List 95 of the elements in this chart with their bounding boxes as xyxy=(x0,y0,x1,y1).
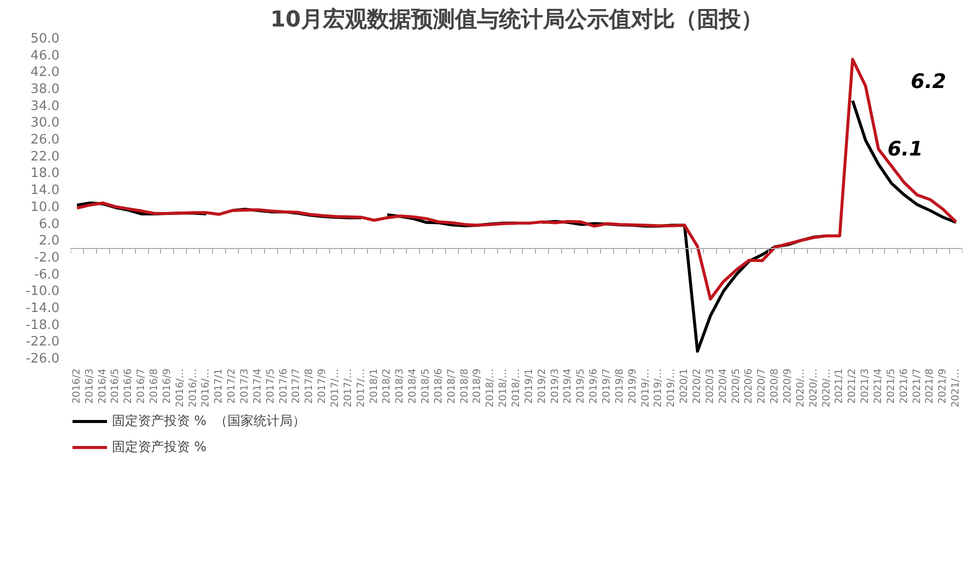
x-tick-label: 2016/9 xyxy=(162,368,173,404)
legend-label: 固定资产投资 % （国家统计局） xyxy=(112,413,306,430)
x-tick-label: 2018/… xyxy=(485,368,496,408)
y-tick-label: -6.0 xyxy=(34,267,60,282)
y-tick-label: 42.0 xyxy=(30,65,60,80)
x-tick-label: 2020/3 xyxy=(704,368,716,404)
y-tick-label: 30.0 xyxy=(30,116,60,131)
y-tick-label: 6.0 xyxy=(38,216,60,232)
x-tick-label: 2021/3 xyxy=(860,368,872,404)
x-tick-label: 2019/5 xyxy=(576,368,587,404)
x-tick-label: 2021/2 xyxy=(847,368,858,404)
x-tick-label: 2016/8 xyxy=(149,368,160,404)
x-tick-label: 2018/5 xyxy=(420,368,432,404)
x-tick-label: 2018/4 xyxy=(408,368,419,404)
x-tick-label: 2018/8 xyxy=(459,368,470,404)
x-tick-label: 2019/7 xyxy=(601,368,612,404)
x-tick-label: 2017/6 xyxy=(278,368,290,404)
x-tick-label: 2017/4 xyxy=(252,368,264,404)
x-tick-label: 2019/3 xyxy=(550,368,561,404)
x-tick-label: 2019/2 xyxy=(536,368,548,404)
x-tick-label: 2020/… xyxy=(795,368,806,408)
x-tick-label: 2017/9 xyxy=(317,368,328,404)
x-tick-label: 2017/1 xyxy=(214,368,225,404)
x-tick-label: 2017/5 xyxy=(265,368,276,404)
line-series xyxy=(75,58,958,300)
x-tick-label: 2018/1 xyxy=(368,368,380,404)
x-tick-label: 2017/7 xyxy=(291,368,302,404)
x-tick-label: 2020/8 xyxy=(770,368,781,404)
x-tick-label: 2021/8 xyxy=(924,368,936,404)
y-tick-label: 2.0 xyxy=(38,234,60,249)
x-tick-label: 2018/2 xyxy=(382,368,393,404)
y-tick-label: 26.0 xyxy=(30,132,60,148)
x-tick-label: 2020/… xyxy=(808,368,820,408)
x-tick-label: 2016/… xyxy=(188,368,199,408)
x-tick-label: 2019/9 xyxy=(627,368,638,404)
annotation: 6.2 xyxy=(910,69,946,94)
x-tick-label: 2016/… xyxy=(174,368,186,408)
x-tick-label: 2016/5 xyxy=(110,368,122,404)
x-tick-label: 2016/… xyxy=(200,368,212,408)
x-tick-label: 2020/5 xyxy=(730,368,742,404)
x-tick-label: 2018/3 xyxy=(394,368,406,404)
x-tick-label: 2017/3 xyxy=(240,368,251,404)
y-tick-label: 18.0 xyxy=(30,166,60,182)
x-tick-label: 2021/5 xyxy=(886,368,897,404)
x-tick-label: 2018/9 xyxy=(472,368,484,404)
x-tick-label: 2017/… xyxy=(330,368,342,408)
x-tick-label: 2016/2 xyxy=(71,368,82,404)
x-tick-label: 2019/8 xyxy=(614,368,626,404)
y-tick-label: 46.0 xyxy=(30,48,60,64)
x-tick-label: 2018/6 xyxy=(433,368,444,404)
x-tick-label: 2021/7 xyxy=(912,368,923,404)
y-tick-label: 34.0 xyxy=(30,98,60,114)
x-tick-label: 2020/9 xyxy=(782,368,794,404)
x-tick-label: 2016/7 xyxy=(136,368,148,404)
x-tick-label: 2019/6 xyxy=(588,368,600,404)
y-tick-label: 14.0 xyxy=(30,183,60,198)
x-tick-label: 2021/1 xyxy=(834,368,846,404)
x-tick-label: 2018/… xyxy=(511,368,522,408)
x-tick-label: 2017/2 xyxy=(226,368,238,404)
legend-label: 固定资产投资 % xyxy=(112,439,206,456)
x-tick-label: 2017/8 xyxy=(304,368,316,404)
x-tick-label: 2019/… xyxy=(640,368,652,408)
y-tick-label: -2.0 xyxy=(34,250,60,266)
chart-title: 10月宏观数据预测值与统计局公示值对比（固投） xyxy=(270,6,763,32)
y-tick-label: 22.0 xyxy=(30,149,60,164)
y-tick-label: -18.0 xyxy=(26,318,60,333)
x-tick-label: 2019/… xyxy=(653,368,664,408)
x-tick-label: 2019/… xyxy=(666,368,678,408)
y-tick-label: -22.0 xyxy=(26,334,60,350)
y-tick-label: 38.0 xyxy=(30,82,60,98)
x-tick-label: 2020/1 xyxy=(679,368,690,404)
x-tick-label: 2021/… xyxy=(950,368,962,408)
x-tick-label: 2018/… xyxy=(498,368,510,408)
annotation: 6.1 xyxy=(888,136,923,160)
x-tick-label: 2021/4 xyxy=(872,368,884,404)
x-tick-label: 2016/4 xyxy=(97,368,108,404)
x-tick-label: 2019/1 xyxy=(524,368,535,404)
y-tick-label: -10.0 xyxy=(26,284,60,300)
y-tick-label: -26.0 xyxy=(26,352,60,366)
x-tick-label: 2021/6 xyxy=(898,368,910,404)
x-tick-label: 2018/7 xyxy=(446,368,458,404)
x-tick-label: 2021/9 xyxy=(938,368,949,404)
y-tick-label: 50.0 xyxy=(30,32,60,46)
x-tick-label: 2020/2 xyxy=(692,368,703,404)
x-tick-label: 2016/3 xyxy=(84,368,96,404)
x-tick-label: 2019/4 xyxy=(562,368,574,404)
y-tick-label: 10.0 xyxy=(30,200,60,215)
x-tick-label: 2020/… xyxy=(821,368,832,408)
x-tick-label: 2020/7 xyxy=(756,368,768,404)
x-tick-label: 2020/4 xyxy=(718,368,729,404)
x-tick-label: 2016/6 xyxy=(123,368,134,404)
x-tick-label: 2020/6 xyxy=(744,368,755,404)
x-tick-label: 2017/… xyxy=(356,368,367,408)
x-tick-label: 2017/… xyxy=(342,368,354,408)
y-tick-label: -14.0 xyxy=(26,300,60,316)
